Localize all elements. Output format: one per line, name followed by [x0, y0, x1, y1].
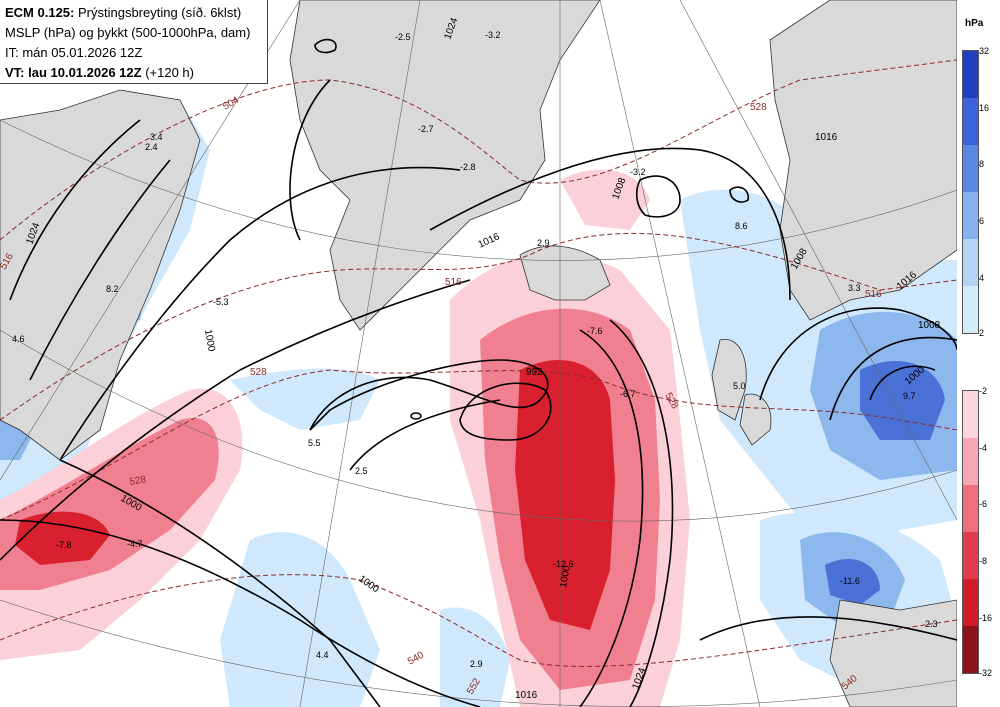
legend-bar-negative — [962, 390, 979, 674]
tendency-label: 2.9 — [470, 659, 483, 669]
tendency-label: 9.7 — [903, 391, 916, 401]
legend-tick: 32 — [979, 46, 990, 56]
isobar-label: 1016 — [515, 690, 538, 701]
legend-tick: 2 — [979, 328, 985, 338]
tendency-label: 4.4 — [316, 650, 329, 660]
title-line-init-time: IT: mán 05.01.2026 12Z — [5, 45, 143, 60]
legend-tick: 6 — [979, 216, 985, 226]
tendency-label: -3.2 — [485, 30, 501, 40]
isobar-label: 992 — [526, 367, 543, 378]
legend-tick: 16 — [979, 103, 990, 113]
color-legend: hPa 32 16 8 6 4 2 -2 -4 -6 -8 -16 -32 — [957, 0, 1000, 707]
tendency-label: 8.6 — [735, 221, 748, 231]
tendency-label: -2.7 — [418, 124, 434, 134]
isobar-label: 1008 — [918, 320, 941, 331]
tendency-label: 2.3 — [925, 619, 938, 629]
legend-tick: -6 — [979, 499, 988, 509]
land-masses — [0, 0, 957, 707]
thickness-label: 516 — [445, 277, 462, 288]
legend-tick: -16 — [979, 613, 993, 623]
tendency-label: 8.2 — [106, 284, 119, 294]
tendency-label: -3.2 — [630, 167, 646, 177]
thickness-label: 528 — [250, 367, 267, 378]
title-line-product: ECM 0.125: Prýstingsbreyting (síð. 6klst… — [5, 5, 242, 20]
tendency-label: 4.6 — [12, 334, 25, 344]
tendency-label: -2.8 — [460, 162, 476, 172]
tendency-label: -11.6 — [840, 576, 860, 586]
legend-tick: 4 — [979, 273, 985, 283]
tendency-label: 5.5 — [308, 438, 321, 448]
tendency-label: -2.5 — [395, 32, 411, 42]
isobar-label: 1016 — [815, 132, 838, 143]
legend-tick: -32 — [979, 668, 993, 678]
legend-tick: -8 — [979, 556, 988, 566]
low-center-marker — [410, 412, 422, 420]
legend-tick: 8 — [979, 159, 985, 169]
thickness-label: 528 — [750, 102, 767, 113]
legend-bar-positive — [962, 50, 979, 334]
tendency-label: 3.4 — [150, 132, 163, 142]
tendency-label: 2.5 — [355, 466, 368, 476]
isobar-label: 1000 — [558, 564, 573, 588]
legend-unit: hPa — [965, 18, 984, 29]
tendency-label: 5.0 — [733, 381, 746, 391]
title-line-valid-time: VT: lau 10.01.2026 12Z (+120 h) — [5, 65, 194, 80]
tendency-label: 2.9 — [537, 238, 550, 248]
title-line-fields: MSLP (hPa) og þykkt (500-1000hPa, dam) — [5, 25, 251, 40]
very-strong-fall-areas — [15, 360, 615, 630]
map-title-box: ECM 0.125: Prýstingsbreyting (síð. 6klst… — [0, 0, 268, 84]
tendency-label: -4.7 — [127, 539, 143, 549]
tendency-label: -7.6 — [587, 326, 603, 336]
tendency-label: -6.7 — [620, 389, 636, 399]
isobar-label: 1000 — [202, 329, 217, 353]
thickness-label: 528 — [129, 474, 148, 488]
legend-tick: -4 — [979, 443, 988, 453]
legend-tick: -2 — [979, 386, 988, 396]
thickness-contours — [0, 59, 957, 667]
tendency-label: -7.8 — [56, 540, 72, 550]
thickness-label: 516 — [865, 289, 882, 300]
tendency-label: -12.6 — [553, 559, 574, 569]
tendency-label: 2.4 — [145, 142, 158, 152]
isobars — [0, 38, 957, 707]
tendency-label: 3.3 — [848, 283, 861, 293]
weather-map: 1024 1000 1016 992 1000 1016 1024 1008 1… — [0, 0, 957, 707]
tendency-labels: -2.5 -3.2 -2.7 -2.8 -3.2 2.9 3.4 2.4 8.2… — [12, 30, 938, 669]
tendency-label: -5.3 — [213, 297, 229, 307]
